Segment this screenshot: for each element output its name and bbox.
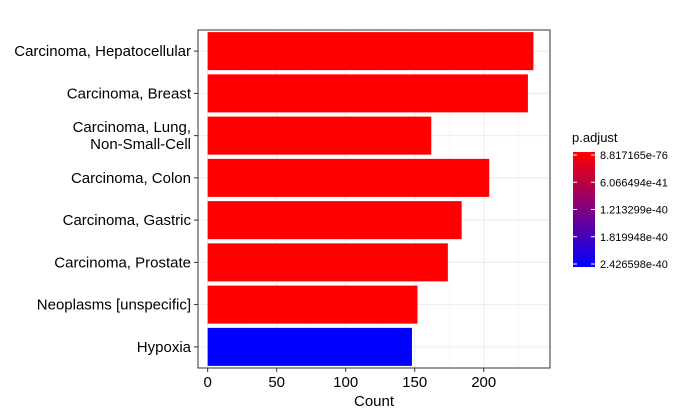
- legend-labels: 8.817165e-76 6.066494e-41 1.213299e-40 1.81…: [573, 150, 668, 271]
- x-tick-label: 100: [333, 374, 358, 391]
- x-tick-label: 50: [268, 374, 285, 391]
- x-axis: 0 50 100 150 200: [203, 368, 496, 391]
- x-tick-label: 150: [402, 374, 427, 391]
- y-tick-label: Non-Small-Cell: [90, 136, 191, 153]
- y-tick-label: Hypoxia: [137, 339, 192, 356]
- legend-label: 1.213299e-40: [600, 205, 668, 217]
- bar: [207, 32, 534, 71]
- x-tick-label: 200: [471, 374, 496, 391]
- legend-label: 1.819948e-40: [600, 232, 668, 244]
- bar: [207, 327, 412, 366]
- bar: [207, 116, 432, 155]
- x-tick-label: 0: [203, 374, 211, 391]
- y-tick-label: Carcinoma, Colon: [71, 170, 191, 187]
- bar: [207, 158, 490, 197]
- y-axis: Carcinoma, Hepatocellular Carcinoma, Brea…: [14, 43, 198, 356]
- bar: [207, 74, 528, 113]
- x-axis-title: Count: [354, 393, 395, 410]
- y-tick-label: Carcinoma, Breast: [67, 85, 192, 102]
- y-tick-label: Neoplasms [unspecific]: [37, 297, 191, 314]
- legend-label: 8.817165e-76: [600, 150, 668, 162]
- y-tick-label: Carcinoma, Prostate: [54, 254, 191, 271]
- bar: [207, 243, 448, 282]
- legend-title: p.adjust: [572, 130, 618, 145]
- y-tick-label: Carcinoma, Gastric: [63, 212, 192, 229]
- legend: p.adjust 8.817165e-76 6.066494e-41 1.21329…: [572, 130, 668, 271]
- plot-border: [197, 29, 551, 369]
- bar: [207, 285, 418, 324]
- y-tick-label: Carcinoma, Hepatocellular: [14, 43, 191, 60]
- legend-label: 2.426598e-40: [600, 259, 668, 271]
- legend-label: 6.066494e-41: [600, 177, 668, 189]
- legend-colorbar: [573, 152, 595, 267]
- y-tick-label: Carcinoma, Lung,: [73, 119, 191, 136]
- bar: [207, 201, 462, 240]
- bars: [207, 32, 534, 366]
